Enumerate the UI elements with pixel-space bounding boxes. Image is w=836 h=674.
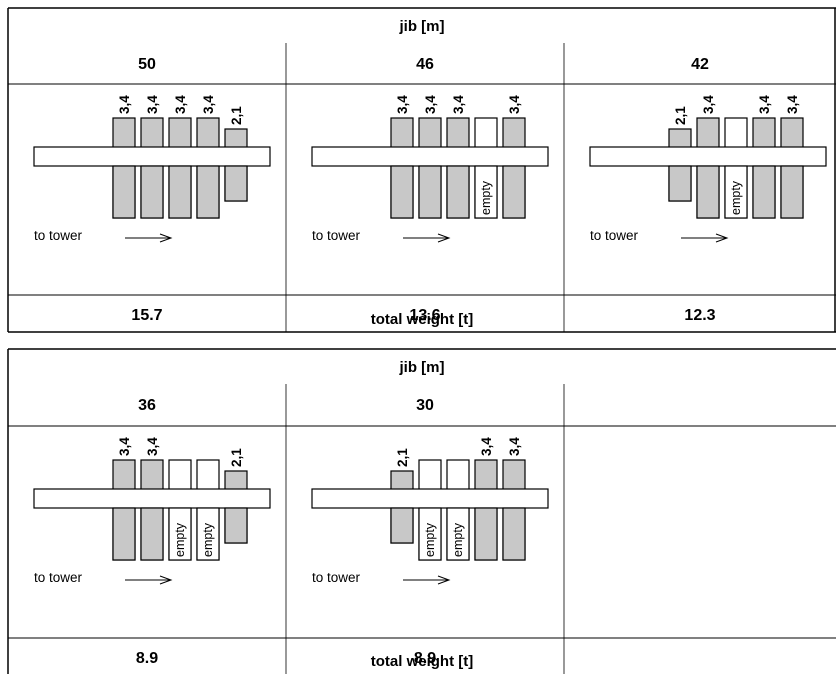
counterweight-block-lower (140, 507, 164, 561)
jib-length: 50 (138, 56, 156, 73)
jib-bar (311, 488, 549, 509)
block-weight-label: 3,4 (145, 437, 160, 456)
counterweight-table-1: jib [m] total weight [t] 50 15.7 3,4 3,4 3,4 3,… (7, 7, 836, 333)
to-tower-label: to tower (312, 570, 361, 585)
block-weight-label: 3,4 (117, 95, 132, 114)
block-weight-label: 3,4 (451, 95, 466, 114)
empty-label: empty (451, 522, 465, 557)
counterweight-block-lower (752, 165, 776, 219)
block-weight-label: 3,4 (507, 437, 522, 456)
jib-column-42: 42 12.3 2,1 3,4 empty 3,4 3,4 to tower (589, 56, 827, 324)
block-weight-label: 2,1 (395, 448, 410, 467)
arrow-right-icon (437, 233, 451, 243)
total-weight-value: 15.7 (131, 307, 162, 324)
to-tower-label: to tower (34, 570, 83, 585)
empty-label: empty (479, 180, 493, 215)
total-weight-value: 13.6 (409, 307, 440, 324)
counterweight-block-lower (196, 165, 220, 219)
jib-column-30: 30 8.9 2,1 empty empty 3,4 3,4 to tower (311, 397, 549, 667)
counterweight-block-lower (502, 165, 526, 219)
empty-label: empty (729, 180, 743, 215)
arrow-right-icon (437, 575, 451, 585)
counterweight-block-lower (696, 165, 720, 219)
jib-header: jib [m] (399, 18, 445, 35)
jib-bar (33, 488, 271, 509)
jib-bar (589, 146, 827, 167)
total-weight-value: 8.9 (136, 650, 158, 667)
empty-label: empty (173, 522, 187, 557)
block-weight-label: 3,4 (785, 95, 800, 114)
counterweight-block-lower (168, 165, 192, 219)
block-weight-label: 3,4 (423, 95, 438, 114)
block-weight-label: 3,4 (145, 95, 160, 114)
jib-column-46: 46 13.6 3,4 3,4 3,4 empty 3,4 to tower (311, 56, 549, 324)
jib-length: 46 (416, 56, 434, 73)
empty-label: empty (423, 522, 437, 557)
empty-slot-lower (418, 507, 442, 561)
block-weight-label: 2,1 (229, 106, 244, 125)
block-weight-label: 3,4 (507, 95, 522, 114)
counterweight-block-lower (474, 507, 498, 561)
jib-length: 30 (416, 397, 434, 414)
empty-slot-lower (474, 165, 498, 219)
jib-length: 36 (138, 397, 156, 414)
counterweight-block-lower (780, 165, 804, 219)
total-weight-footer: total weight [t] (371, 311, 473, 328)
block-weight-label: 3,4 (757, 95, 772, 114)
counterweight-block-lower (224, 507, 248, 544)
jib-header: jib [m] (399, 359, 445, 376)
to-tower-label: to tower (34, 228, 83, 243)
counterweight-block-lower (502, 507, 526, 561)
arrow-right-icon (159, 233, 173, 243)
counterweight-block-lower (668, 165, 692, 202)
jib-column-36: 36 8.9 3,4 3,4 empty empty 2,1 to tower (33, 397, 271, 667)
counterweight-block-lower (390, 507, 414, 544)
jib-bar (33, 146, 271, 167)
counterweight-block-lower (140, 165, 164, 219)
jib-bar (311, 146, 549, 167)
empty-slot-lower (168, 507, 192, 561)
counterweight-block-lower (224, 165, 248, 202)
counterweight-block-lower (446, 165, 470, 219)
to-tower-label: to tower (312, 228, 361, 243)
arrow-right-icon (159, 575, 173, 585)
block-weight-label: 3,4 (701, 95, 716, 114)
empty-label: empty (201, 522, 215, 557)
to-tower-label: to tower (590, 228, 639, 243)
block-weight-label: 3,4 (479, 437, 494, 456)
block-weight-label: 3,4 (117, 437, 132, 456)
total-weight-value: 12.3 (684, 307, 715, 324)
empty-slot-lower (196, 507, 220, 561)
block-weight-label: 3,4 (173, 95, 188, 114)
empty-slot-lower (446, 507, 470, 561)
block-weight-label: 3,4 (201, 95, 216, 114)
counterweight-block-lower (112, 165, 136, 219)
counterweight-block-lower (112, 507, 136, 561)
block-weight-label: 2,1 (229, 448, 244, 467)
jib-column-50: 50 15.7 3,4 3,4 3,4 3,4 2,1 to tower (33, 56, 271, 324)
arrow-right-icon (715, 233, 729, 243)
block-weight-label: 3,4 (395, 95, 410, 114)
total-weight-value: 8.9 (414, 650, 436, 667)
empty-slot-lower (724, 165, 748, 219)
jib-length: 42 (691, 56, 709, 73)
counterweight-block-lower (418, 165, 442, 219)
counterweight-block-lower (390, 165, 414, 219)
total-weight-footer: total weight [t] (371, 653, 473, 670)
block-weight-label: 2,1 (673, 106, 688, 125)
